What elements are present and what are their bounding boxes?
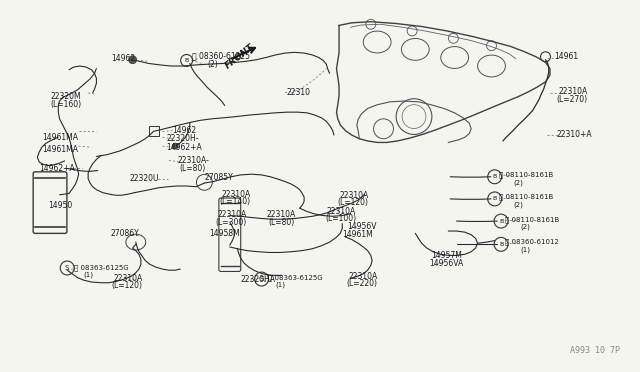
Text: 14956V: 14956V: [348, 222, 377, 231]
Text: S: S: [259, 276, 264, 282]
Circle shape: [129, 56, 136, 64]
Text: 14962+A: 14962+A: [166, 143, 202, 152]
Text: (L=300): (L=300): [216, 218, 247, 227]
Text: 22310A: 22310A: [266, 210, 295, 219]
Text: 22310A: 22310A: [217, 210, 246, 219]
Text: (L=160): (L=160): [50, 100, 81, 109]
Text: (1): (1): [276, 282, 285, 288]
Text: 22310A: 22310A: [349, 272, 378, 281]
Text: 22320H-: 22320H-: [166, 134, 199, 143]
Text: (L=270): (L=270): [556, 95, 588, 104]
Text: 22310A: 22310A: [339, 191, 368, 200]
Text: 22320U: 22320U: [129, 174, 159, 183]
Text: B: B: [499, 242, 503, 247]
Text: Ⓑ 08110-8161B: Ⓑ 08110-8161B: [499, 171, 554, 178]
Text: (2): (2): [514, 201, 524, 208]
Text: (L=140): (L=140): [220, 197, 251, 206]
Text: Ⓑ 08110-8161B: Ⓑ 08110-8161B: [499, 194, 554, 201]
Text: (L=120): (L=120): [338, 198, 369, 207]
Text: B: B: [493, 174, 497, 179]
Circle shape: [172, 143, 178, 149]
Text: 22320HA: 22320HA: [241, 275, 276, 283]
Text: 14961MA: 14961MA: [42, 133, 78, 142]
Text: (L=220): (L=220): [347, 279, 378, 288]
Text: 22310A: 22310A: [221, 190, 251, 199]
Text: 14962+A: 14962+A: [39, 164, 75, 173]
Text: (2): (2): [520, 223, 530, 230]
Text: (L=80): (L=80): [268, 218, 294, 227]
Text: 14961M: 14961M: [342, 230, 373, 239]
Text: 22310A-: 22310A-: [177, 155, 209, 165]
Text: 14962: 14962: [111, 54, 136, 63]
Text: Ⓑ 08360-61012: Ⓑ 08360-61012: [506, 239, 559, 246]
Text: B: B: [499, 219, 503, 224]
Text: 14961MA: 14961MA: [42, 145, 78, 154]
Text: (L=120): (L=120): [111, 281, 143, 290]
Text: S: S: [65, 265, 69, 271]
Text: FRONT: FRONT: [223, 43, 256, 71]
Text: B: B: [493, 196, 497, 201]
Text: Ⓢ 08363-6125G: Ⓢ 08363-6125G: [268, 274, 323, 281]
Text: 22310A: 22310A: [326, 206, 356, 216]
Text: 14962: 14962: [173, 126, 196, 135]
Text: (1): (1): [84, 271, 93, 278]
Text: (1): (1): [520, 246, 530, 253]
Text: 22310A: 22310A: [558, 87, 588, 96]
Text: (2): (2): [514, 179, 524, 186]
Text: (L=80): (L=80): [179, 164, 205, 173]
Text: Ⓢ 08363-6125G: Ⓢ 08363-6125G: [74, 264, 128, 270]
Text: 22310: 22310: [287, 89, 311, 97]
Text: 27085Y: 27085Y: [204, 173, 233, 182]
Text: 14956VA: 14956VA: [429, 259, 463, 268]
Text: (L=100): (L=100): [325, 214, 356, 223]
Text: A993 10 7P: A993 10 7P: [570, 346, 620, 355]
Text: 22320M: 22320M: [50, 92, 81, 101]
Text: 14961: 14961: [554, 52, 578, 61]
Text: 14958M: 14958M: [209, 230, 239, 238]
Text: Ⓑ 08360-61225: Ⓑ 08360-61225: [192, 52, 250, 61]
Text: 14957M: 14957M: [431, 251, 462, 260]
Text: 22310+A: 22310+A: [556, 130, 592, 139]
Text: B: B: [184, 58, 189, 63]
Text: 27086Y: 27086Y: [110, 230, 139, 238]
Text: 22310A: 22310A: [113, 274, 143, 283]
Text: Ⓑ 08110-8161B: Ⓑ 08110-8161B: [506, 216, 560, 222]
Text: 14950: 14950: [48, 201, 72, 210]
Text: (2): (2): [207, 60, 218, 69]
